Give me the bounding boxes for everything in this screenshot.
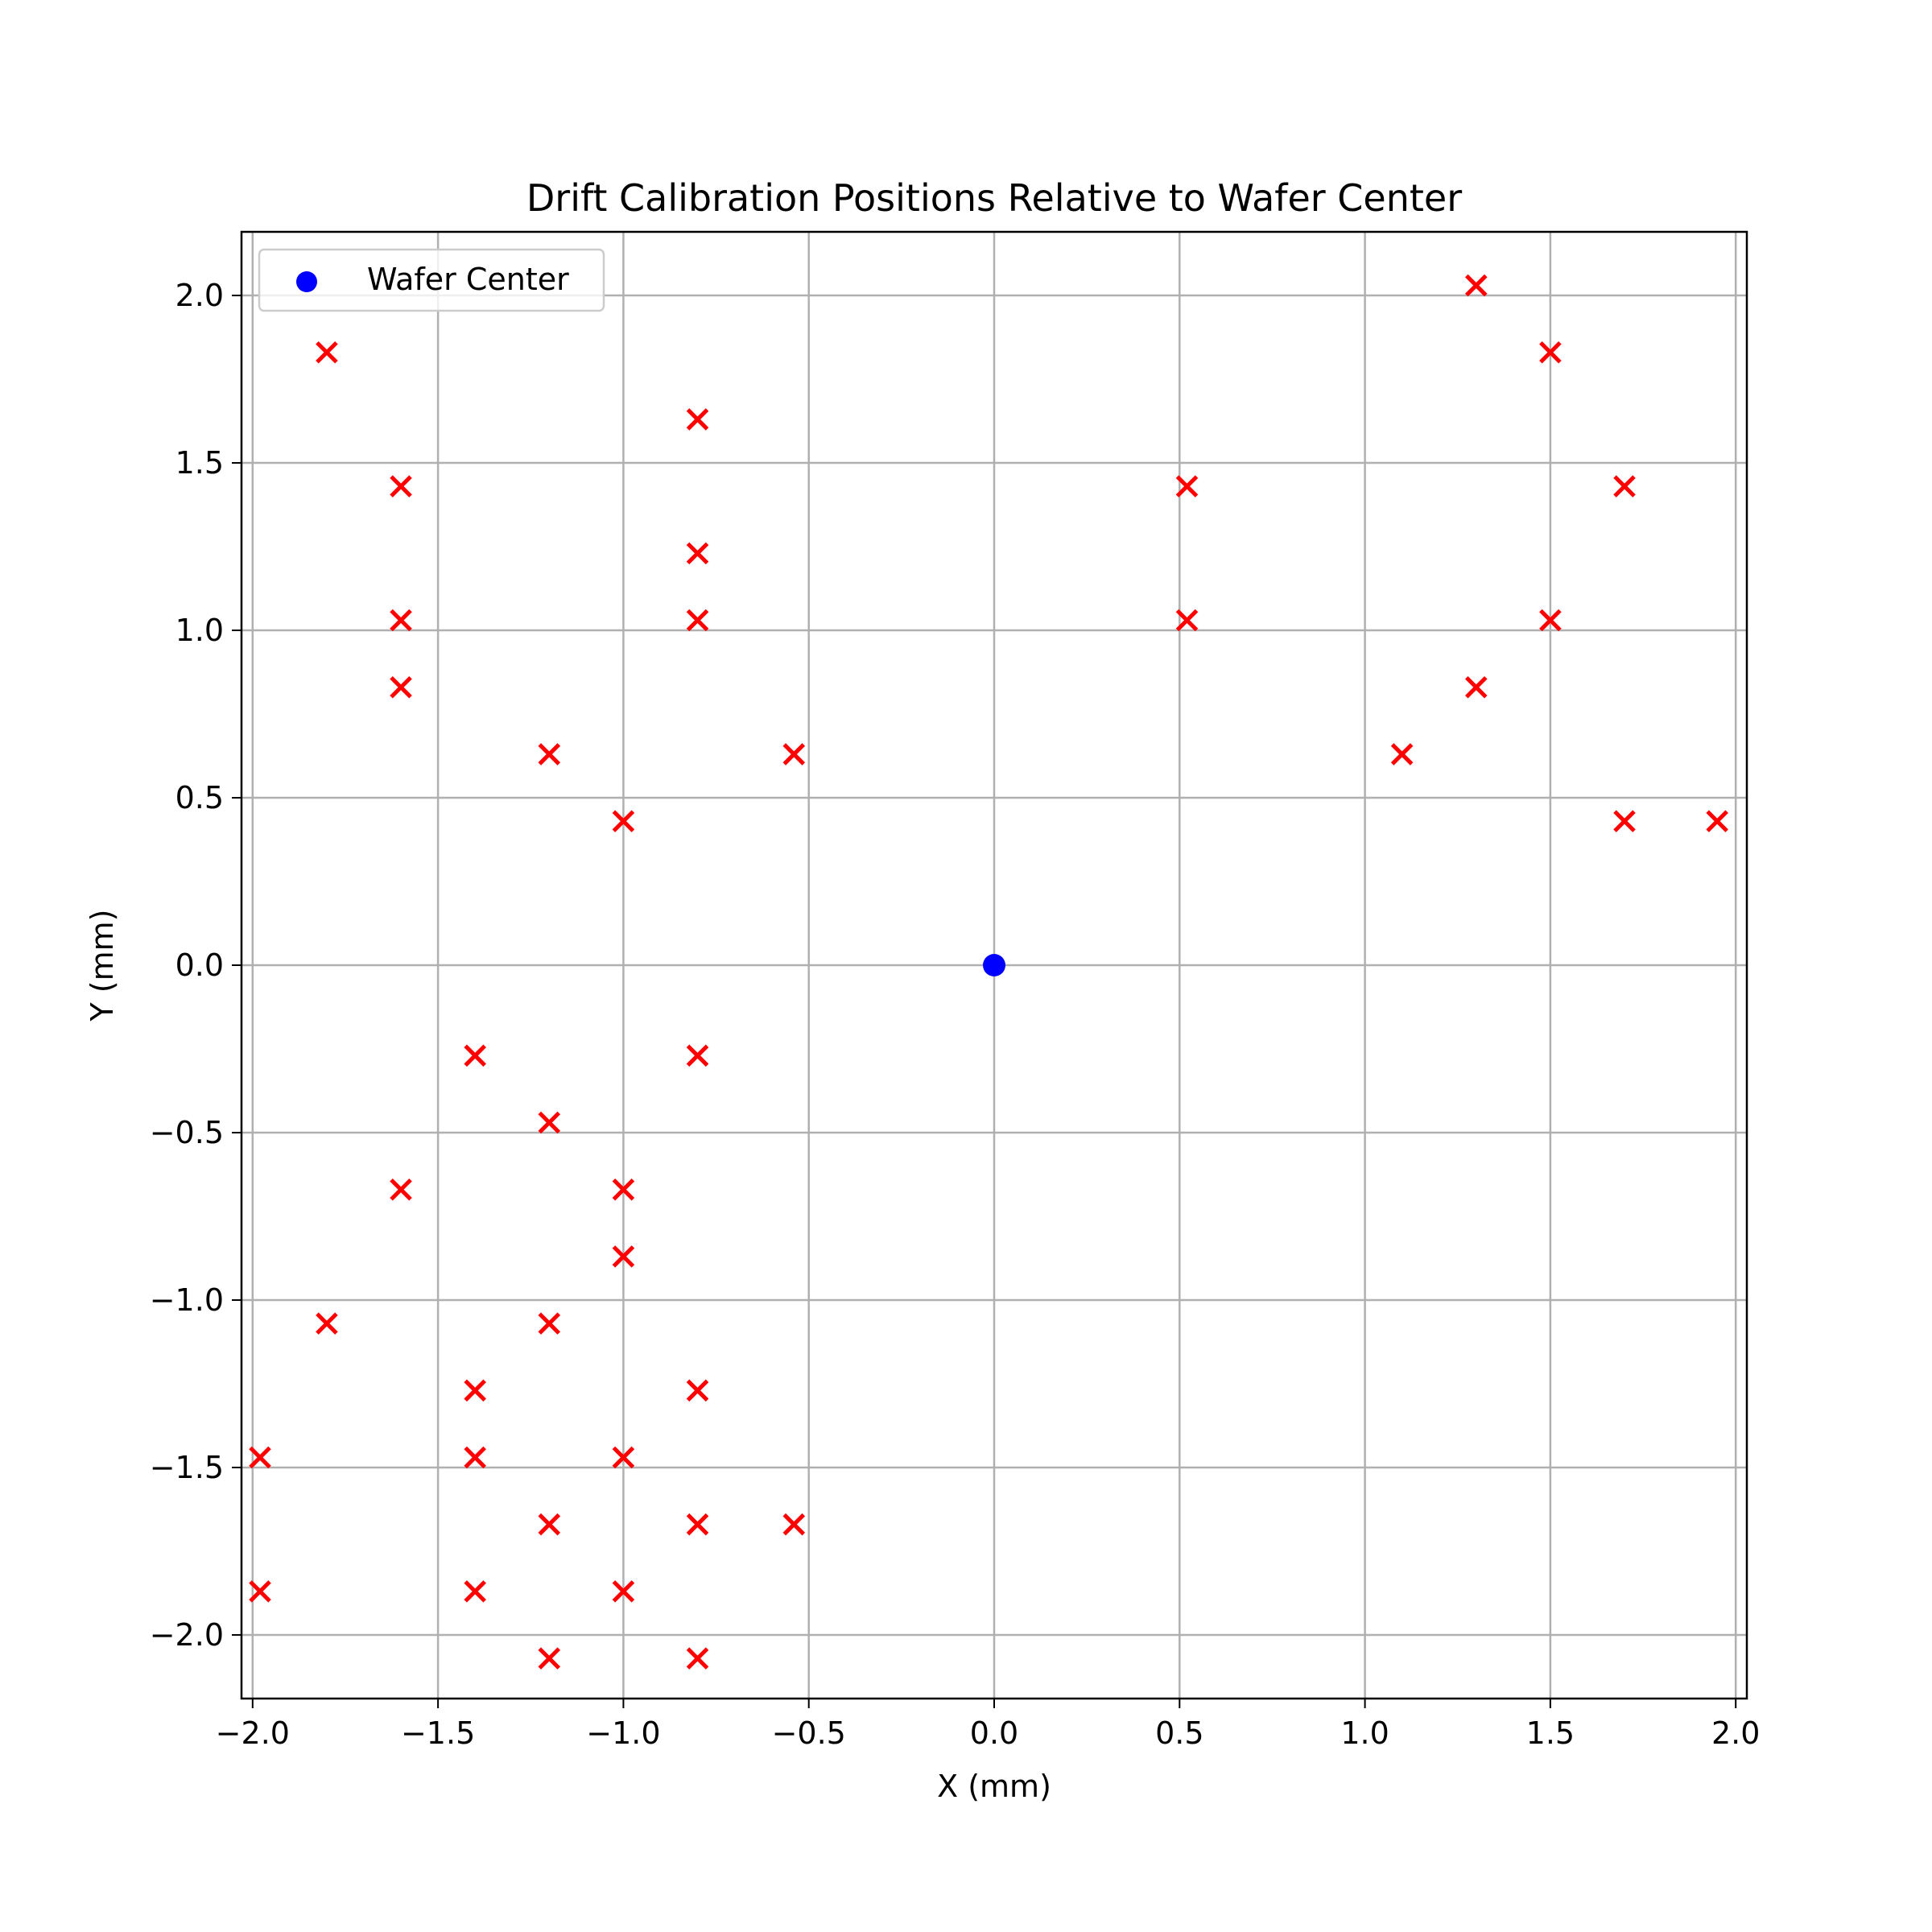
calibration-point (316, 1312, 338, 1335)
calibration-point (538, 1647, 561, 1670)
x-tick-label: 0.5 (1155, 1715, 1203, 1751)
x-tick-label: −2.0 (216, 1715, 290, 1751)
x-tick-label: −1.5 (401, 1715, 475, 1751)
calibration-point (1175, 475, 1199, 497)
calibration-point (686, 609, 709, 632)
y-tick-label: −2.0 (150, 1617, 224, 1653)
wafer-center-point (983, 954, 1005, 976)
y-axis-label: Y (mm) (85, 910, 120, 1022)
x-tick-label: 1.0 (1340, 1715, 1389, 1751)
calibration-point (686, 1379, 709, 1402)
calibration-point (1706, 810, 1728, 832)
calibration-point (686, 1044, 709, 1067)
calibration-point (612, 810, 635, 832)
calibration-point (538, 1513, 561, 1536)
y-tick-label: −1.5 (150, 1450, 224, 1485)
chart-title: Drift Calibration Positions Relative to … (526, 176, 1462, 220)
calibration-point (782, 743, 806, 766)
calibration-point (249, 1580, 271, 1603)
calibration-point (1390, 743, 1414, 766)
calibration-point (1465, 274, 1488, 297)
legend: Wafer Center (258, 248, 605, 312)
calibration-point (1539, 609, 1562, 632)
calibration-point (686, 1513, 709, 1536)
x-tick-label: 1.5 (1526, 1715, 1575, 1751)
calibration-point (1465, 675, 1488, 699)
legend-label-wafer-center: Wafer Center (367, 262, 569, 297)
data-marks (249, 274, 1728, 1670)
calibration-point (464, 1044, 486, 1067)
y-tick-label: 1.0 (175, 613, 224, 648)
calibration-point (538, 1312, 561, 1335)
calibration-point (390, 609, 412, 632)
y-tick-label: 1.5 (175, 445, 224, 481)
y-tick-label: −0.5 (150, 1115, 224, 1150)
x-axis-label: X (mm) (937, 1769, 1051, 1804)
calibration-point (538, 743, 561, 766)
calibration-point (1613, 475, 1636, 497)
calibration-point (612, 1245, 635, 1268)
x-tick-label: 0.0 (970, 1715, 1018, 1751)
y-tick-label: 0.5 (175, 780, 224, 815)
calibration-point (390, 675, 412, 699)
axis-ticks: −2.0 −1.5 −1.0 −0.5 0.0 0.5 1.0 1.5 2.0 −2.0 −1.5 −… (150, 278, 1761, 1751)
calibration-point (1175, 609, 1199, 632)
calibration-point (686, 542, 709, 565)
y-tick-label: −1.0 (150, 1282, 224, 1318)
x-tick-label: −0.5 (772, 1715, 846, 1751)
legend-marker-wafer-center (296, 271, 317, 292)
calibration-point (316, 341, 338, 364)
calibration-point (464, 1580, 486, 1603)
calibration-point (1539, 341, 1562, 364)
calibration-point (686, 408, 709, 431)
x-tick-label: −1.0 (586, 1715, 660, 1751)
calibration-point (464, 1379, 486, 1402)
calibration-point (249, 1446, 271, 1469)
calibration-point (686, 1647, 709, 1670)
calibration-point (612, 1580, 635, 1603)
legend-box (258, 248, 605, 312)
y-tick-label: 0.0 (175, 947, 224, 983)
y-tick-label: 2.0 (175, 278, 224, 313)
plot-area-frame (240, 230, 1748, 1700)
calibration-point (782, 1513, 806, 1536)
calibration-point (612, 1178, 635, 1201)
calibration-point (612, 1446, 635, 1469)
calibration-point (390, 1178, 412, 1201)
x-tick-label: 2.0 (1711, 1715, 1760, 1751)
calibration-point (464, 1446, 486, 1469)
calibration-point (538, 1111, 561, 1134)
calibration-point (1613, 810, 1636, 832)
calibration-point (390, 475, 412, 497)
